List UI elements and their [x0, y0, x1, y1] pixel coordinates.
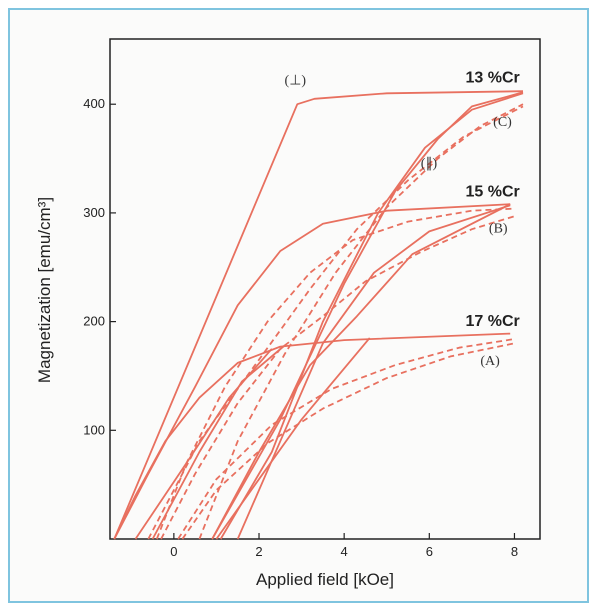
curve-dashed-11 [155, 207, 515, 540]
y-axis-title: Magnetization [emu/cm³] [35, 197, 54, 383]
curve-annotation: (B) [489, 221, 508, 236]
curve-dashed-13 [198, 103, 524, 540]
series-label: 15 %Cr [465, 184, 519, 201]
x-tick-label: 8 [511, 544, 518, 559]
curve-dashed-10 [160, 215, 515, 540]
curve-dashed-12 [147, 105, 524, 540]
figure-frame [8, 8, 589, 603]
curve-solid-6 [219, 92, 524, 540]
series-label: 17 %Cr [465, 313, 519, 330]
curve-solid-5 [211, 91, 524, 540]
curve-solid-7 [236, 204, 511, 540]
curve-annotation: (A) [480, 354, 500, 369]
x-axis-title: Applied field [kOe] [256, 570, 394, 589]
curve-solid-8 [211, 203, 511, 540]
y-tick-label: 200 [83, 314, 105, 329]
curve-solid-0 [113, 90, 524, 540]
x-tick-label: 4 [341, 544, 348, 559]
curve-annotation: (∥) [421, 156, 438, 171]
plot-area-border [109, 38, 541, 540]
curve-dashed-15 [177, 338, 515, 540]
curve-solid-1 [113, 203, 511, 540]
series-label: 13 %Cr [465, 69, 519, 86]
x-tick-label: 2 [255, 544, 262, 559]
x-tick-label: 6 [426, 544, 433, 559]
y-tick-label: 100 [83, 422, 105, 437]
curve-dashed-14 [181, 342, 515, 540]
y-tick-label: 300 [83, 205, 105, 220]
curve-solid-9 [215, 337, 371, 540]
x-tick-label: 0 [170, 544, 177, 559]
y-tick-label: 400 [83, 96, 105, 111]
curve-annotation: (C) [493, 115, 512, 130]
curve-solid-3 [151, 344, 286, 540]
curve-solid-2 [113, 332, 511, 540]
curve-annotation: (⊥) [285, 74, 307, 89]
